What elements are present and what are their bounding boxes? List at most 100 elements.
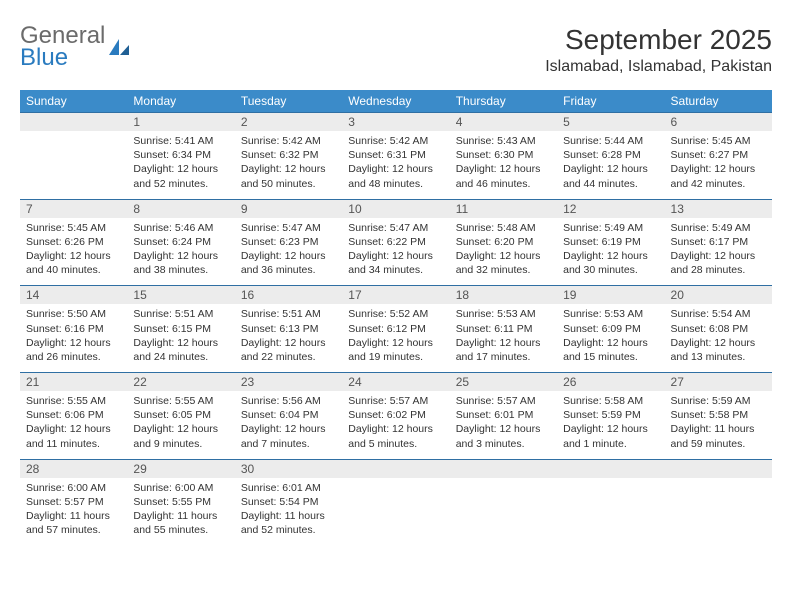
daylight-text: Daylight: 12 hours and 32 minutes. — [456, 249, 551, 277]
day-content: Sunrise: 5:47 AMSunset: 6:22 PMDaylight:… — [342, 218, 449, 286]
calendar-table: Sunday Monday Tuesday Wednesday Thursday… — [20, 90, 772, 545]
calendar-day-cell: 7Sunrise: 5:45 AMSunset: 6:26 PMDaylight… — [20, 199, 127, 286]
logo: General Blue — [20, 24, 131, 70]
daylight-text: Daylight: 12 hours and 30 minutes. — [563, 249, 658, 277]
day-number: 12 — [557, 200, 664, 218]
sunset-text: Sunset: 6:34 PM — [133, 148, 228, 162]
calendar-day-cell: 14Sunrise: 5:50 AMSunset: 6:16 PMDayligh… — [20, 286, 127, 373]
month-title: September 2025 — [545, 24, 772, 56]
daylight-text: Daylight: 12 hours and 38 minutes. — [133, 249, 228, 277]
calendar-day-cell: 1Sunrise: 5:41 AMSunset: 6:34 PMDaylight… — [127, 113, 234, 200]
day-content — [450, 478, 557, 538]
day-number: 26 — [557, 373, 664, 391]
calendar-week-row: 7Sunrise: 5:45 AMSunset: 6:26 PMDaylight… — [20, 199, 772, 286]
daylight-text: Daylight: 12 hours and 40 minutes. — [26, 249, 121, 277]
calendar-week-row: 1Sunrise: 5:41 AMSunset: 6:34 PMDaylight… — [20, 113, 772, 200]
calendar-day-cell: 2Sunrise: 5:42 AMSunset: 6:32 PMDaylight… — [235, 113, 342, 200]
day-number: 27 — [665, 373, 772, 391]
sunrise-text: Sunrise: 5:45 AM — [26, 221, 121, 235]
sunset-text: Sunset: 6:31 PM — [348, 148, 443, 162]
sunrise-text: Sunrise: 5:44 AM — [563, 134, 658, 148]
day-header: Tuesday — [235, 90, 342, 113]
sunrise-text: Sunrise: 5:49 AM — [671, 221, 766, 235]
sunrise-text: Sunrise: 6:00 AM — [133, 481, 228, 495]
calendar-day-cell: 23Sunrise: 5:56 AMSunset: 6:04 PMDayligh… — [235, 373, 342, 460]
sunrise-text: Sunrise: 5:53 AM — [456, 307, 551, 321]
calendar-day-cell: 4Sunrise: 5:43 AMSunset: 6:30 PMDaylight… — [450, 113, 557, 200]
calendar-day-cell: 16Sunrise: 5:51 AMSunset: 6:13 PMDayligh… — [235, 286, 342, 373]
day-number: 14 — [20, 286, 127, 304]
sunrise-text: Sunrise: 5:48 AM — [456, 221, 551, 235]
daylight-text: Daylight: 12 hours and 15 minutes. — [563, 336, 658, 364]
sunset-text: Sunset: 6:05 PM — [133, 408, 228, 422]
day-number: 17 — [342, 286, 449, 304]
calendar-day-cell: 26Sunrise: 5:58 AMSunset: 5:59 PMDayligh… — [557, 373, 664, 460]
sunrise-text: Sunrise: 5:49 AM — [563, 221, 658, 235]
day-number: 6 — [665, 113, 772, 131]
day-header: Wednesday — [342, 90, 449, 113]
day-content: Sunrise: 5:53 AMSunset: 6:09 PMDaylight:… — [557, 304, 664, 372]
day-content: Sunrise: 5:57 AMSunset: 6:02 PMDaylight:… — [342, 391, 449, 459]
day-number — [665, 460, 772, 478]
calendar-week-row: 21Sunrise: 5:55 AMSunset: 6:06 PMDayligh… — [20, 373, 772, 460]
day-number: 9 — [235, 200, 342, 218]
daylight-text: Daylight: 12 hours and 28 minutes. — [671, 249, 766, 277]
calendar-day-cell: 24Sunrise: 5:57 AMSunset: 6:02 PMDayligh… — [342, 373, 449, 460]
sunrise-text: Sunrise: 5:57 AM — [456, 394, 551, 408]
sunset-text: Sunset: 6:12 PM — [348, 322, 443, 336]
calendar-day-cell: 22Sunrise: 5:55 AMSunset: 6:05 PMDayligh… — [127, 373, 234, 460]
sunrise-text: Sunrise: 6:01 AM — [241, 481, 336, 495]
sunrise-text: Sunrise: 5:57 AM — [348, 394, 443, 408]
daylight-text: Daylight: 12 hours and 48 minutes. — [348, 162, 443, 190]
day-number: 25 — [450, 373, 557, 391]
sunrise-text: Sunrise: 5:47 AM — [348, 221, 443, 235]
sunset-text: Sunset: 6:23 PM — [241, 235, 336, 249]
sunset-text: Sunset: 6:20 PM — [456, 235, 551, 249]
calendar-week-row: 28Sunrise: 6:00 AMSunset: 5:57 PMDayligh… — [20, 459, 772, 545]
day-number — [557, 460, 664, 478]
day-content: Sunrise: 5:45 AMSunset: 6:27 PMDaylight:… — [665, 131, 772, 199]
daylight-text: Daylight: 12 hours and 1 minute. — [563, 422, 658, 450]
sunrise-text: Sunrise: 5:42 AM — [348, 134, 443, 148]
sunset-text: Sunset: 6:09 PM — [563, 322, 658, 336]
calendar-day-cell: 20Sunrise: 5:54 AMSunset: 6:08 PMDayligh… — [665, 286, 772, 373]
sunset-text: Sunset: 6:04 PM — [241, 408, 336, 422]
day-content: Sunrise: 5:59 AMSunset: 5:58 PMDaylight:… — [665, 391, 772, 459]
calendar-day-cell: 3Sunrise: 5:42 AMSunset: 6:31 PMDaylight… — [342, 113, 449, 200]
day-content: Sunrise: 5:51 AMSunset: 6:13 PMDaylight:… — [235, 304, 342, 372]
day-content — [665, 478, 772, 538]
day-number: 16 — [235, 286, 342, 304]
daylight-text: Daylight: 12 hours and 50 minutes. — [241, 162, 336, 190]
sunset-text: Sunset: 5:55 PM — [133, 495, 228, 509]
sunrise-text: Sunrise: 5:54 AM — [671, 307, 766, 321]
day-content: Sunrise: 5:46 AMSunset: 6:24 PMDaylight:… — [127, 218, 234, 286]
sunrise-text: Sunrise: 5:52 AM — [348, 307, 443, 321]
daylight-text: Daylight: 11 hours and 59 minutes. — [671, 422, 766, 450]
calendar-day-cell: 30Sunrise: 6:01 AMSunset: 5:54 PMDayligh… — [235, 459, 342, 545]
calendar-day-cell — [450, 459, 557, 545]
day-content: Sunrise: 5:42 AMSunset: 6:32 PMDaylight:… — [235, 131, 342, 199]
sunrise-text: Sunrise: 5:41 AM — [133, 134, 228, 148]
day-content — [20, 131, 127, 191]
sunset-text: Sunset: 6:27 PM — [671, 148, 766, 162]
daylight-text: Daylight: 12 hours and 24 minutes. — [133, 336, 228, 364]
sunset-text: Sunset: 6:22 PM — [348, 235, 443, 249]
sunset-text: Sunset: 6:32 PM — [241, 148, 336, 162]
calendar-day-cell — [557, 459, 664, 545]
day-content — [342, 478, 449, 538]
calendar-week-row: 14Sunrise: 5:50 AMSunset: 6:16 PMDayligh… — [20, 286, 772, 373]
sunset-text: Sunset: 6:24 PM — [133, 235, 228, 249]
calendar-day-cell: 18Sunrise: 5:53 AMSunset: 6:11 PMDayligh… — [450, 286, 557, 373]
sunset-text: Sunset: 6:19 PM — [563, 235, 658, 249]
day-header: Sunday — [20, 90, 127, 113]
daylight-text: Daylight: 12 hours and 17 minutes. — [456, 336, 551, 364]
day-content: Sunrise: 5:56 AMSunset: 6:04 PMDaylight:… — [235, 391, 342, 459]
day-number: 22 — [127, 373, 234, 391]
sunset-text: Sunset: 6:30 PM — [456, 148, 551, 162]
day-content: Sunrise: 5:52 AMSunset: 6:12 PMDaylight:… — [342, 304, 449, 372]
day-number: 21 — [20, 373, 127, 391]
sunset-text: Sunset: 6:06 PM — [26, 408, 121, 422]
sunset-text: Sunset: 6:01 PM — [456, 408, 551, 422]
sunset-text: Sunset: 6:15 PM — [133, 322, 228, 336]
logo-sail-icon — [107, 37, 131, 57]
